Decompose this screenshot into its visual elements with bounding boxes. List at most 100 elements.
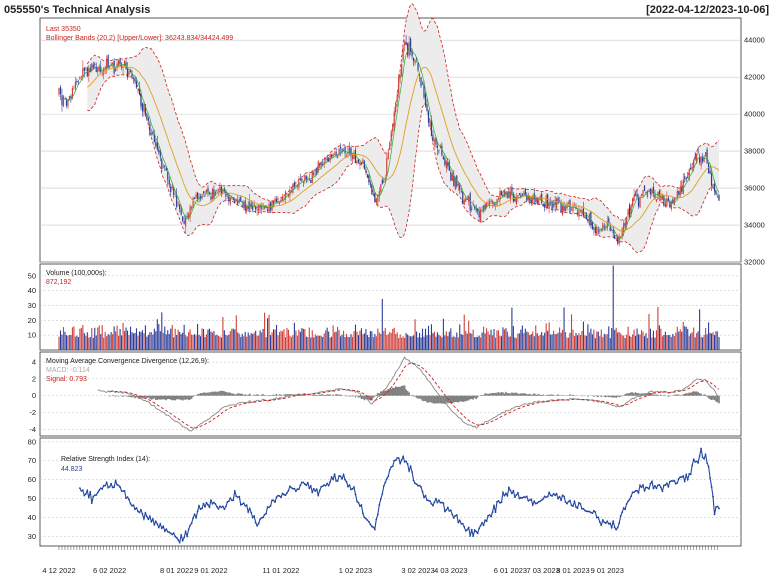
price-axis-tick-label: 42000 <box>744 73 765 82</box>
candle-body <box>627 209 629 216</box>
volume-bar <box>395 333 397 350</box>
volume-bar <box>290 336 292 350</box>
macd-histogram-bar <box>196 394 199 396</box>
macd-histogram-bar <box>162 395 165 400</box>
candle-body <box>596 226 598 236</box>
candle-body <box>259 205 261 208</box>
macd-histogram-bar <box>710 395 713 401</box>
macd-histogram-bar <box>192 395 194 397</box>
macd-histogram-bar <box>685 393 688 396</box>
candle-body <box>509 191 512 199</box>
macd-histogram-bar <box>648 392 650 396</box>
candle-body <box>334 154 336 156</box>
candle-body <box>71 87 74 99</box>
volume-bar <box>103 337 105 350</box>
candle-body <box>679 186 681 196</box>
rsi-point <box>342 473 345 476</box>
macd-histogram-bar <box>505 391 507 396</box>
candle-body <box>132 77 135 79</box>
candle-body <box>614 234 616 239</box>
rsi-point <box>302 481 305 484</box>
candle-body <box>618 235 620 245</box>
volume-bar <box>129 326 132 350</box>
rsi-point <box>372 526 375 529</box>
rsi-point <box>713 513 716 516</box>
volume-bar <box>682 321 684 350</box>
rsi-point <box>603 521 606 524</box>
macd-histogram-bar <box>187 395 190 401</box>
macd-histogram-bar <box>275 393 278 396</box>
volume-bar <box>158 324 160 350</box>
volume-bar <box>311 330 313 350</box>
candle-body <box>372 193 374 196</box>
rsi-point <box>332 478 335 481</box>
candle-body <box>140 93 142 107</box>
volume-bar <box>164 326 166 350</box>
volume-bar <box>177 329 179 350</box>
candle-body <box>371 185 373 195</box>
volume-bar <box>542 335 544 350</box>
volume-bar <box>250 333 252 350</box>
candle-body <box>313 172 315 175</box>
rsi-point <box>585 510 588 513</box>
macd-histogram-bar <box>158 395 160 400</box>
volume-bar <box>272 329 275 350</box>
volume-bar <box>344 336 346 350</box>
candle-body <box>116 63 118 68</box>
macd-histogram-bar <box>639 393 641 396</box>
candle-body <box>393 111 395 127</box>
rsi-point <box>336 480 339 482</box>
macd-histogram-bar <box>488 393 491 396</box>
macd-histogram-bar <box>184 395 187 400</box>
volume-bar <box>597 331 599 350</box>
volume-bar <box>648 313 650 350</box>
volume-bar <box>410 336 412 350</box>
macd-histogram-bar <box>280 394 282 396</box>
macd-histogram-bar <box>651 392 653 396</box>
volume-bar <box>563 307 565 350</box>
rsi-point <box>144 512 147 514</box>
candle-body <box>429 121 431 127</box>
x-axis-label: 7 03 2023 <box>527 566 560 575</box>
volume-bar <box>62 327 65 350</box>
candle-body <box>591 221 593 230</box>
rsi-point <box>87 496 90 499</box>
candle-body <box>426 104 428 111</box>
candle-body <box>171 185 173 189</box>
volume-bar <box>207 329 209 350</box>
price-axis-tick-label: 40000 <box>744 110 765 119</box>
macd-histogram-bar <box>321 394 324 396</box>
volume-bar <box>575 333 577 350</box>
volume-bar <box>156 319 158 350</box>
candle-body <box>654 194 656 200</box>
candle-body <box>94 63 96 65</box>
candle-body <box>286 194 288 195</box>
volume-bar <box>535 325 537 350</box>
volume-bar <box>299 331 301 350</box>
volume-bar <box>512 326 514 350</box>
candle-body <box>694 156 696 160</box>
rsi-point <box>530 498 533 501</box>
macd-histogram-bar <box>627 393 629 396</box>
macd-histogram-bar <box>354 395 357 398</box>
volume-bar <box>232 328 234 350</box>
candle-body <box>255 205 257 210</box>
rsi-point <box>102 484 105 487</box>
rsi-point <box>233 490 236 492</box>
candle-body <box>663 196 665 206</box>
macd-histogram-bar <box>451 395 454 404</box>
rsi-point <box>701 456 704 459</box>
rsi-point <box>464 529 467 532</box>
candle-body <box>435 137 437 145</box>
candle-body <box>657 192 659 200</box>
macd-histogram-bar <box>153 395 156 399</box>
macd-histogram-bar <box>616 395 619 397</box>
rsi-point <box>534 502 537 505</box>
rsi-point <box>321 485 324 488</box>
volume-bar <box>620 333 622 350</box>
rsi-point <box>397 457 400 459</box>
rsi-point <box>96 491 99 494</box>
candle-body <box>623 223 625 233</box>
macd-histogram-bar <box>528 393 531 396</box>
rsi-point <box>117 484 120 487</box>
